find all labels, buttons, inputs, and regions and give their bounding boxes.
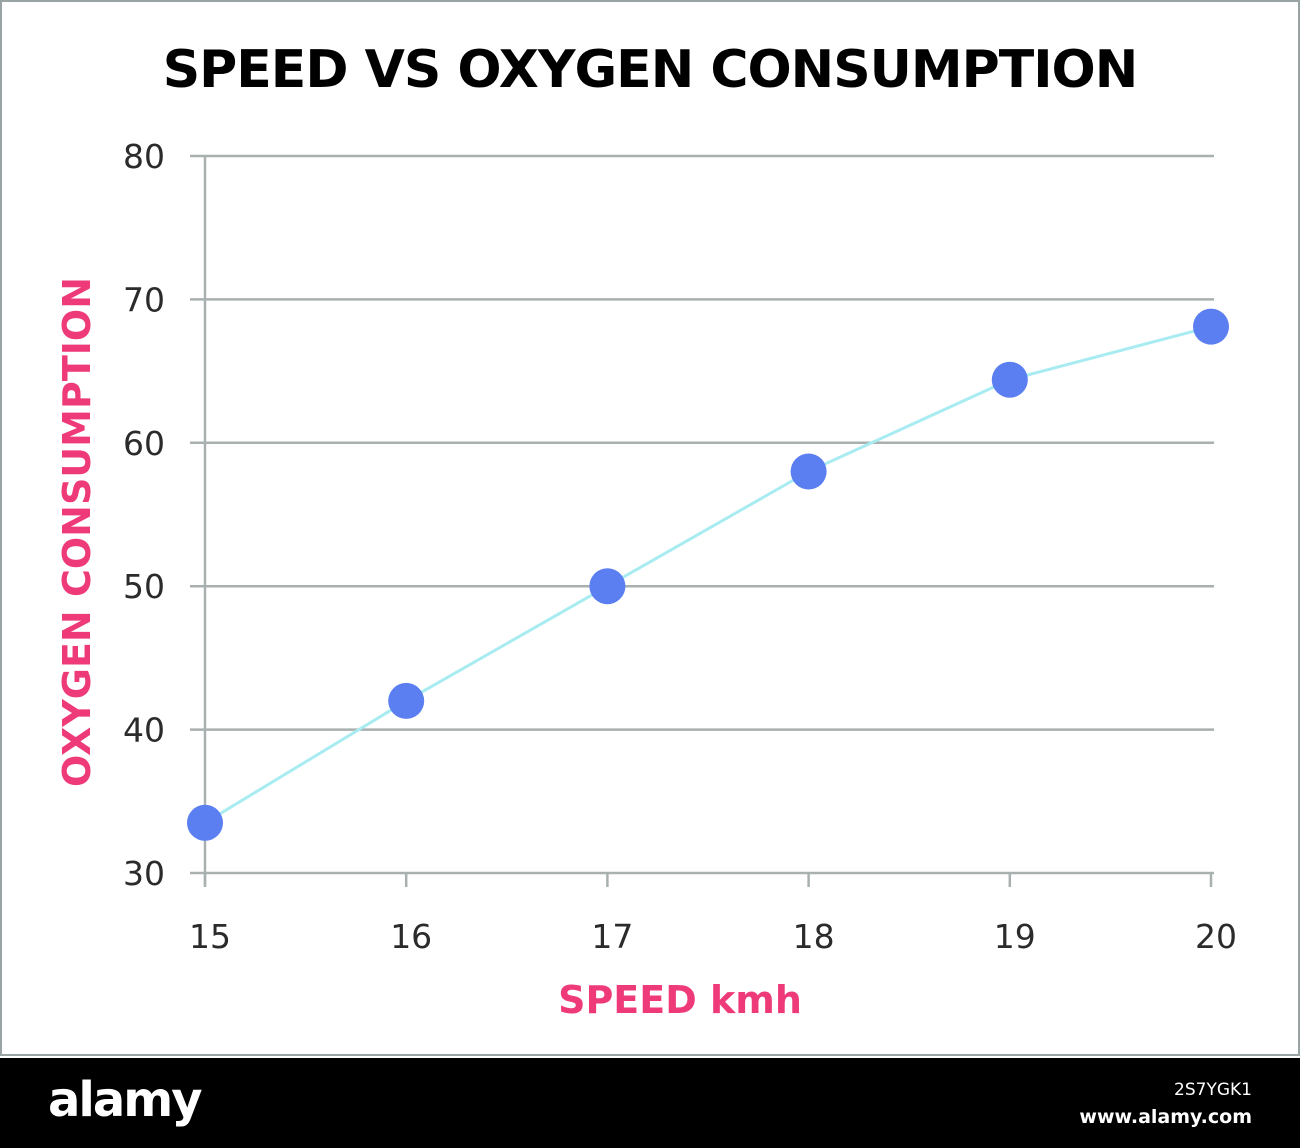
data-point-19: [991, 361, 1028, 398]
watermark-bar: alamy 2S7YGK1 www.alamy.com: [0, 1058, 1300, 1148]
x-tick-label: 16: [390, 917, 432, 956]
watermark-image-id: 2S7YGK1: [1174, 1080, 1252, 1100]
x-tick-label: 20: [1195, 917, 1237, 956]
y-tick-labels: 30 40 50 60 70 80: [123, 137, 165, 893]
y-tick-label: 70: [123, 280, 165, 319]
watermark-logo: alamy: [48, 1072, 203, 1128]
chart-title: SPEED VS OXYGEN CONSUMPTION: [162, 40, 1139, 100]
x-tick-label: 17: [591, 917, 633, 956]
data-point-20: [1193, 308, 1229, 345]
x-tick-label: 18: [793, 917, 835, 956]
data-point-17: [589, 568, 626, 605]
grid-lines: [190, 154, 1214, 875]
y-tick-label: 30: [123, 854, 165, 893]
y-tick-label: 80: [123, 137, 165, 176]
x-tick-label: 19: [994, 917, 1036, 956]
x-axis-label: SPEED kmh: [558, 978, 802, 1022]
y-tick-label: 50: [123, 567, 165, 606]
data-point-18: [790, 453, 827, 490]
y-tick-label: 40: [123, 711, 165, 750]
x-tick-labels: 15 16 17 18 19 20: [189, 917, 1237, 956]
y-tick-label: 60: [123, 424, 165, 463]
watermark-site: www.alamy.com: [1079, 1106, 1252, 1128]
axes: [203, 156, 1213, 887]
data-series: [187, 308, 1229, 841]
y-axis-label: OXYGEN CONSUMPTION: [55, 277, 99, 787]
chart-frame: [0, 0, 1300, 1056]
data-point-15: [187, 804, 223, 841]
data-point-16: [388, 682, 425, 719]
x-tick-label: 15: [189, 917, 231, 956]
series-line: [204, 325, 1212, 825]
